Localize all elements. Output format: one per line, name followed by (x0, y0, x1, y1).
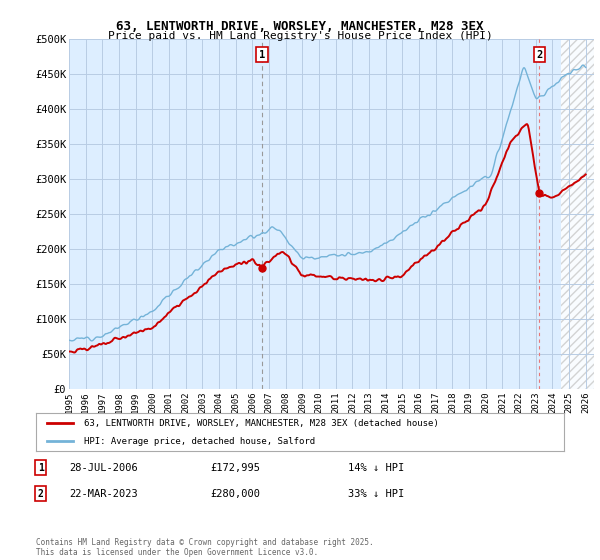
Text: £172,995: £172,995 (210, 463, 260, 473)
Text: £280,000: £280,000 (210, 489, 260, 499)
Text: 14% ↓ HPI: 14% ↓ HPI (348, 463, 404, 473)
Text: 63, LENTWORTH DRIVE, WORSLEY, MANCHESTER, M28 3EX: 63, LENTWORTH DRIVE, WORSLEY, MANCHESTER… (116, 20, 484, 32)
Text: 28-JUL-2006: 28-JUL-2006 (69, 463, 138, 473)
Text: Price paid vs. HM Land Registry's House Price Index (HPI): Price paid vs. HM Land Registry's House … (107, 31, 493, 41)
Bar (560, 39, 594, 389)
Text: HPI: Average price, detached house, Salford: HPI: Average price, detached house, Salf… (83, 437, 314, 446)
Text: Contains HM Land Registry data © Crown copyright and database right 2025.
This d: Contains HM Land Registry data © Crown c… (36, 538, 374, 557)
Text: 22-MAR-2023: 22-MAR-2023 (69, 489, 138, 499)
Text: 2: 2 (536, 50, 542, 60)
Text: 33% ↓ HPI: 33% ↓ HPI (348, 489, 404, 499)
Text: 2: 2 (38, 489, 44, 499)
Text: 63, LENTWORTH DRIVE, WORSLEY, MANCHESTER, M28 3EX (detached house): 63, LENTWORTH DRIVE, WORSLEY, MANCHESTER… (83, 419, 438, 428)
Text: 1: 1 (38, 463, 44, 473)
Text: 1: 1 (259, 50, 265, 60)
